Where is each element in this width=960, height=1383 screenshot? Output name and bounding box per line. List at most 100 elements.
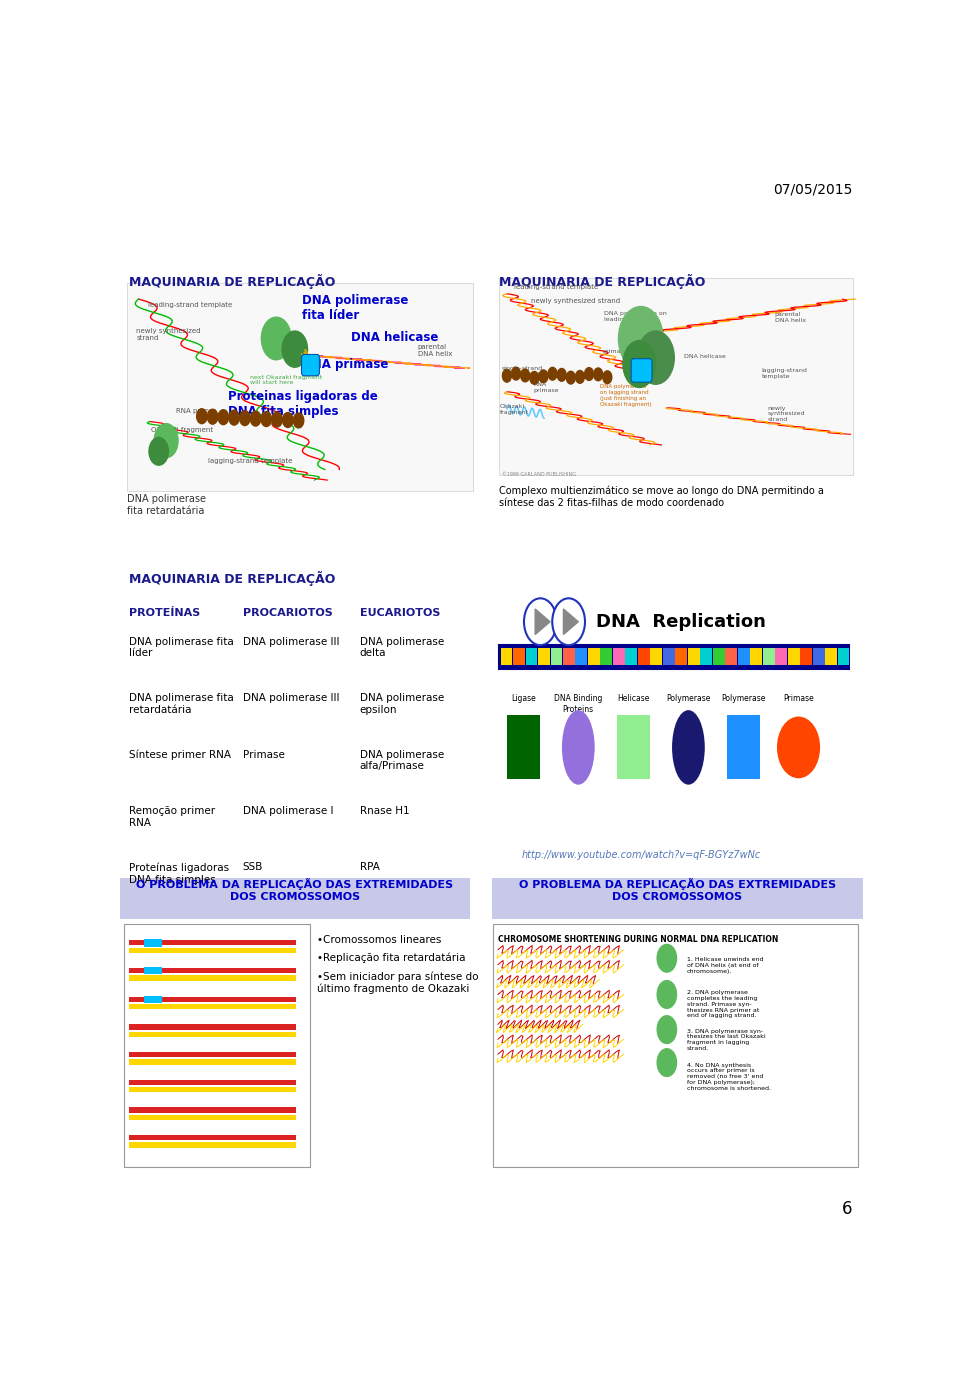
FancyBboxPatch shape — [492, 878, 862, 918]
Circle shape — [593, 368, 603, 380]
Text: PROTEÍNAS: PROTEÍNAS — [129, 609, 201, 618]
Text: leading-strand template: leading-strand template — [515, 284, 599, 290]
FancyBboxPatch shape — [129, 1142, 297, 1148]
Circle shape — [261, 412, 272, 426]
Circle shape — [623, 340, 656, 387]
FancyBboxPatch shape — [631, 358, 652, 382]
Text: DNA polimerase
fita líder: DNA polimerase fita líder — [302, 293, 409, 322]
FancyBboxPatch shape — [638, 649, 650, 665]
FancyBboxPatch shape — [124, 924, 310, 1167]
FancyBboxPatch shape — [129, 940, 297, 946]
FancyBboxPatch shape — [301, 354, 320, 376]
Text: PROCARIOTOS: PROCARIOTOS — [243, 609, 332, 618]
Circle shape — [658, 945, 677, 972]
Text: DNA polymerase on
leading strand: DNA polymerase on leading strand — [604, 311, 666, 322]
Circle shape — [548, 368, 557, 380]
FancyBboxPatch shape — [651, 649, 662, 665]
Text: Primase: Primase — [243, 750, 284, 759]
FancyBboxPatch shape — [550, 649, 563, 665]
Text: DNA primase: DNA primase — [302, 358, 389, 371]
FancyBboxPatch shape — [788, 649, 800, 665]
Text: Remoção primer
RNA: Remoção primer RNA — [129, 806, 215, 827]
FancyBboxPatch shape — [129, 997, 297, 1001]
Text: DNA polymerase
on lagging strand
(just finishing an
Okazaki fragment): DNA polymerase on lagging strand (just f… — [600, 384, 652, 407]
FancyBboxPatch shape — [507, 715, 540, 780]
Text: leading-strand template: leading-strand template — [148, 303, 232, 308]
FancyBboxPatch shape — [801, 649, 812, 665]
Text: single-strand
binding protein: single-strand binding protein — [502, 366, 550, 378]
Text: Primase: Primase — [783, 694, 814, 703]
FancyBboxPatch shape — [144, 996, 162, 1003]
FancyBboxPatch shape — [563, 649, 575, 665]
Text: 1. Helicase unwinds end
of DNA helix (at end of
chromosome).: 1. Helicase unwinds end of DNA helix (at… — [687, 957, 763, 974]
Text: MAQUINARIA DE REPLICAÇÃO: MAQUINARIA DE REPLICAÇÃO — [129, 274, 335, 289]
FancyBboxPatch shape — [500, 649, 513, 665]
Polygon shape — [535, 609, 550, 635]
Circle shape — [552, 599, 585, 644]
FancyBboxPatch shape — [129, 1032, 297, 1037]
FancyBboxPatch shape — [144, 967, 162, 974]
Text: O PROBLEMA DA REPLICAÇÃO DAS EXTREMIDADES
DOS CROMOSSOMOS: O PROBLEMA DA REPLICAÇÃO DAS EXTREMIDADE… — [136, 878, 453, 902]
Text: newly synthesized
strand: newly synthesized strand — [136, 328, 201, 340]
FancyBboxPatch shape — [676, 649, 687, 665]
Circle shape — [240, 411, 250, 426]
Text: RNA primer: RNA primer — [176, 408, 216, 414]
FancyBboxPatch shape — [776, 649, 787, 665]
Text: Ligase: Ligase — [511, 694, 536, 703]
Text: 2. DNA polymerase
completes the leading
strand. Primase syn-
thesizes RNA primer: 2. DNA polymerase completes the leading … — [687, 990, 759, 1018]
FancyBboxPatch shape — [129, 1025, 297, 1029]
Circle shape — [618, 307, 663, 371]
Circle shape — [637, 331, 674, 384]
Text: DNA polimerase fita
líder: DNA polimerase fita líder — [129, 636, 233, 658]
FancyBboxPatch shape — [499, 644, 849, 668]
Circle shape — [207, 409, 218, 425]
FancyBboxPatch shape — [688, 649, 700, 665]
Text: Proteinas ligadoras de
DNA fita simples: Proteinas ligadoras de DNA fita simples — [228, 390, 377, 418]
FancyBboxPatch shape — [120, 878, 469, 918]
Circle shape — [658, 1048, 677, 1076]
Text: DNA  Replication: DNA Replication — [596, 613, 766, 631]
FancyBboxPatch shape — [129, 1108, 297, 1113]
Circle shape — [282, 412, 293, 427]
Text: CHROMOSOME SHORTENING DURING NORMAL DNA REPLICATION: CHROMOSOME SHORTENING DURING NORMAL DNA … — [498, 935, 779, 943]
FancyBboxPatch shape — [813, 649, 825, 665]
Text: newly synthesized strand: newly synthesized strand — [531, 297, 620, 304]
FancyBboxPatch shape — [713, 649, 725, 665]
Circle shape — [585, 368, 593, 380]
Circle shape — [557, 368, 566, 382]
FancyBboxPatch shape — [763, 649, 775, 665]
Polygon shape — [564, 609, 578, 635]
Circle shape — [251, 411, 261, 426]
Circle shape — [197, 409, 207, 423]
Text: Polymerase: Polymerase — [666, 694, 710, 703]
FancyBboxPatch shape — [826, 649, 837, 665]
Circle shape — [539, 371, 548, 383]
Circle shape — [566, 371, 575, 384]
FancyBboxPatch shape — [499, 278, 852, 474]
Circle shape — [502, 369, 512, 382]
Circle shape — [603, 371, 612, 383]
FancyBboxPatch shape — [626, 649, 637, 665]
FancyBboxPatch shape — [129, 975, 297, 981]
Text: DNA polimerase
delta: DNA polimerase delta — [360, 636, 444, 658]
FancyBboxPatch shape — [600, 649, 612, 665]
Circle shape — [520, 369, 530, 382]
Circle shape — [272, 412, 282, 427]
FancyBboxPatch shape — [538, 649, 550, 665]
Text: 3. DNA polymerase syn-
thesizes the last Okazaki
fragment in lagging
strand.: 3. DNA polymerase syn- thesizes the last… — [687, 1029, 765, 1051]
Text: Polymerase: Polymerase — [721, 694, 766, 703]
Text: 07/05/2015: 07/05/2015 — [774, 183, 852, 196]
Text: •Replicação fita retardatária: •Replicação fita retardatária — [317, 953, 466, 964]
FancyBboxPatch shape — [588, 649, 600, 665]
FancyBboxPatch shape — [129, 947, 297, 953]
FancyBboxPatch shape — [738, 649, 750, 665]
Circle shape — [228, 411, 239, 425]
Text: Proteínas ligadoras
DNA fita simples: Proteínas ligadoras DNA fita simples — [129, 863, 229, 885]
Ellipse shape — [672, 709, 705, 784]
Circle shape — [658, 1015, 677, 1043]
FancyBboxPatch shape — [129, 1080, 297, 1086]
Text: EUCARIOTOS: EUCARIOTOS — [360, 609, 440, 618]
Text: MAQUINARIA DE REPLICAÇÃO: MAQUINARIA DE REPLICAÇÃO — [499, 274, 706, 289]
FancyBboxPatch shape — [617, 715, 650, 780]
Circle shape — [149, 437, 168, 465]
